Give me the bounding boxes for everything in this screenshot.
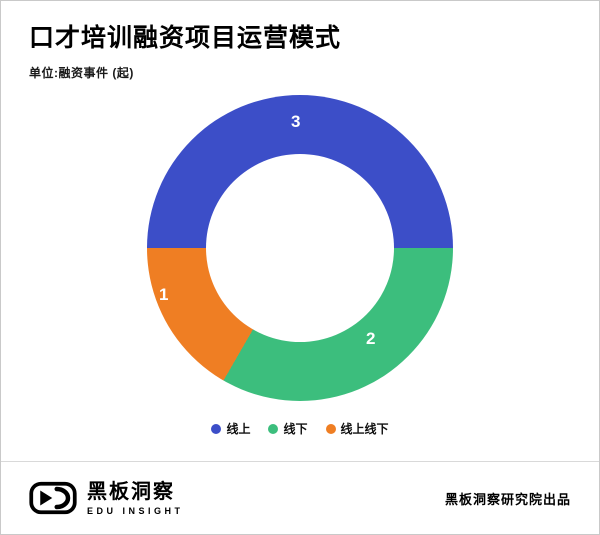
legend-dot [211,423,222,434]
legend-item: 线上 [211,420,250,437]
legend-item: 线下 [268,420,308,437]
blackboard-insight-logo-icon [29,481,77,515]
slice-value-label: 3 [291,112,301,131]
header: 口才培训融资项目运营模式 单位:融资事件 (起) [1,1,599,81]
footer: 黑板洞察 EDU INSIGHT 黑板洞察研究院出品 [1,461,599,534]
donut-chart: 3 2 1 [147,95,453,401]
page-title: 口才培训融资项目运营模式 [29,24,342,52]
legend-label: 线上 [226,422,251,436]
unit-label: 单位:融资事件 (起) [29,66,134,80]
legend-dot [325,423,336,434]
legend-dot [268,423,279,434]
legend-item: 线上线下 [325,420,389,437]
brand-name: 黑板洞察 [87,480,175,503]
legend-label: 线下 [283,422,308,436]
slice-value-label: 1 [159,285,169,304]
legend-label: 线上线下 [340,422,389,436]
credit-text: 黑板洞察研究院出品 [444,491,571,507]
brand-subtitle: EDU INSIGHT [87,505,184,516]
chart-legend: 线上 线下 线上线下 [1,420,599,437]
slice-value-label: 2 [366,329,376,348]
brand-text: 黑板洞察 EDU INSIGHT [87,481,184,516]
donut-hole [206,154,394,342]
brand-block: 黑板洞察 EDU INSIGHT [29,481,184,516]
